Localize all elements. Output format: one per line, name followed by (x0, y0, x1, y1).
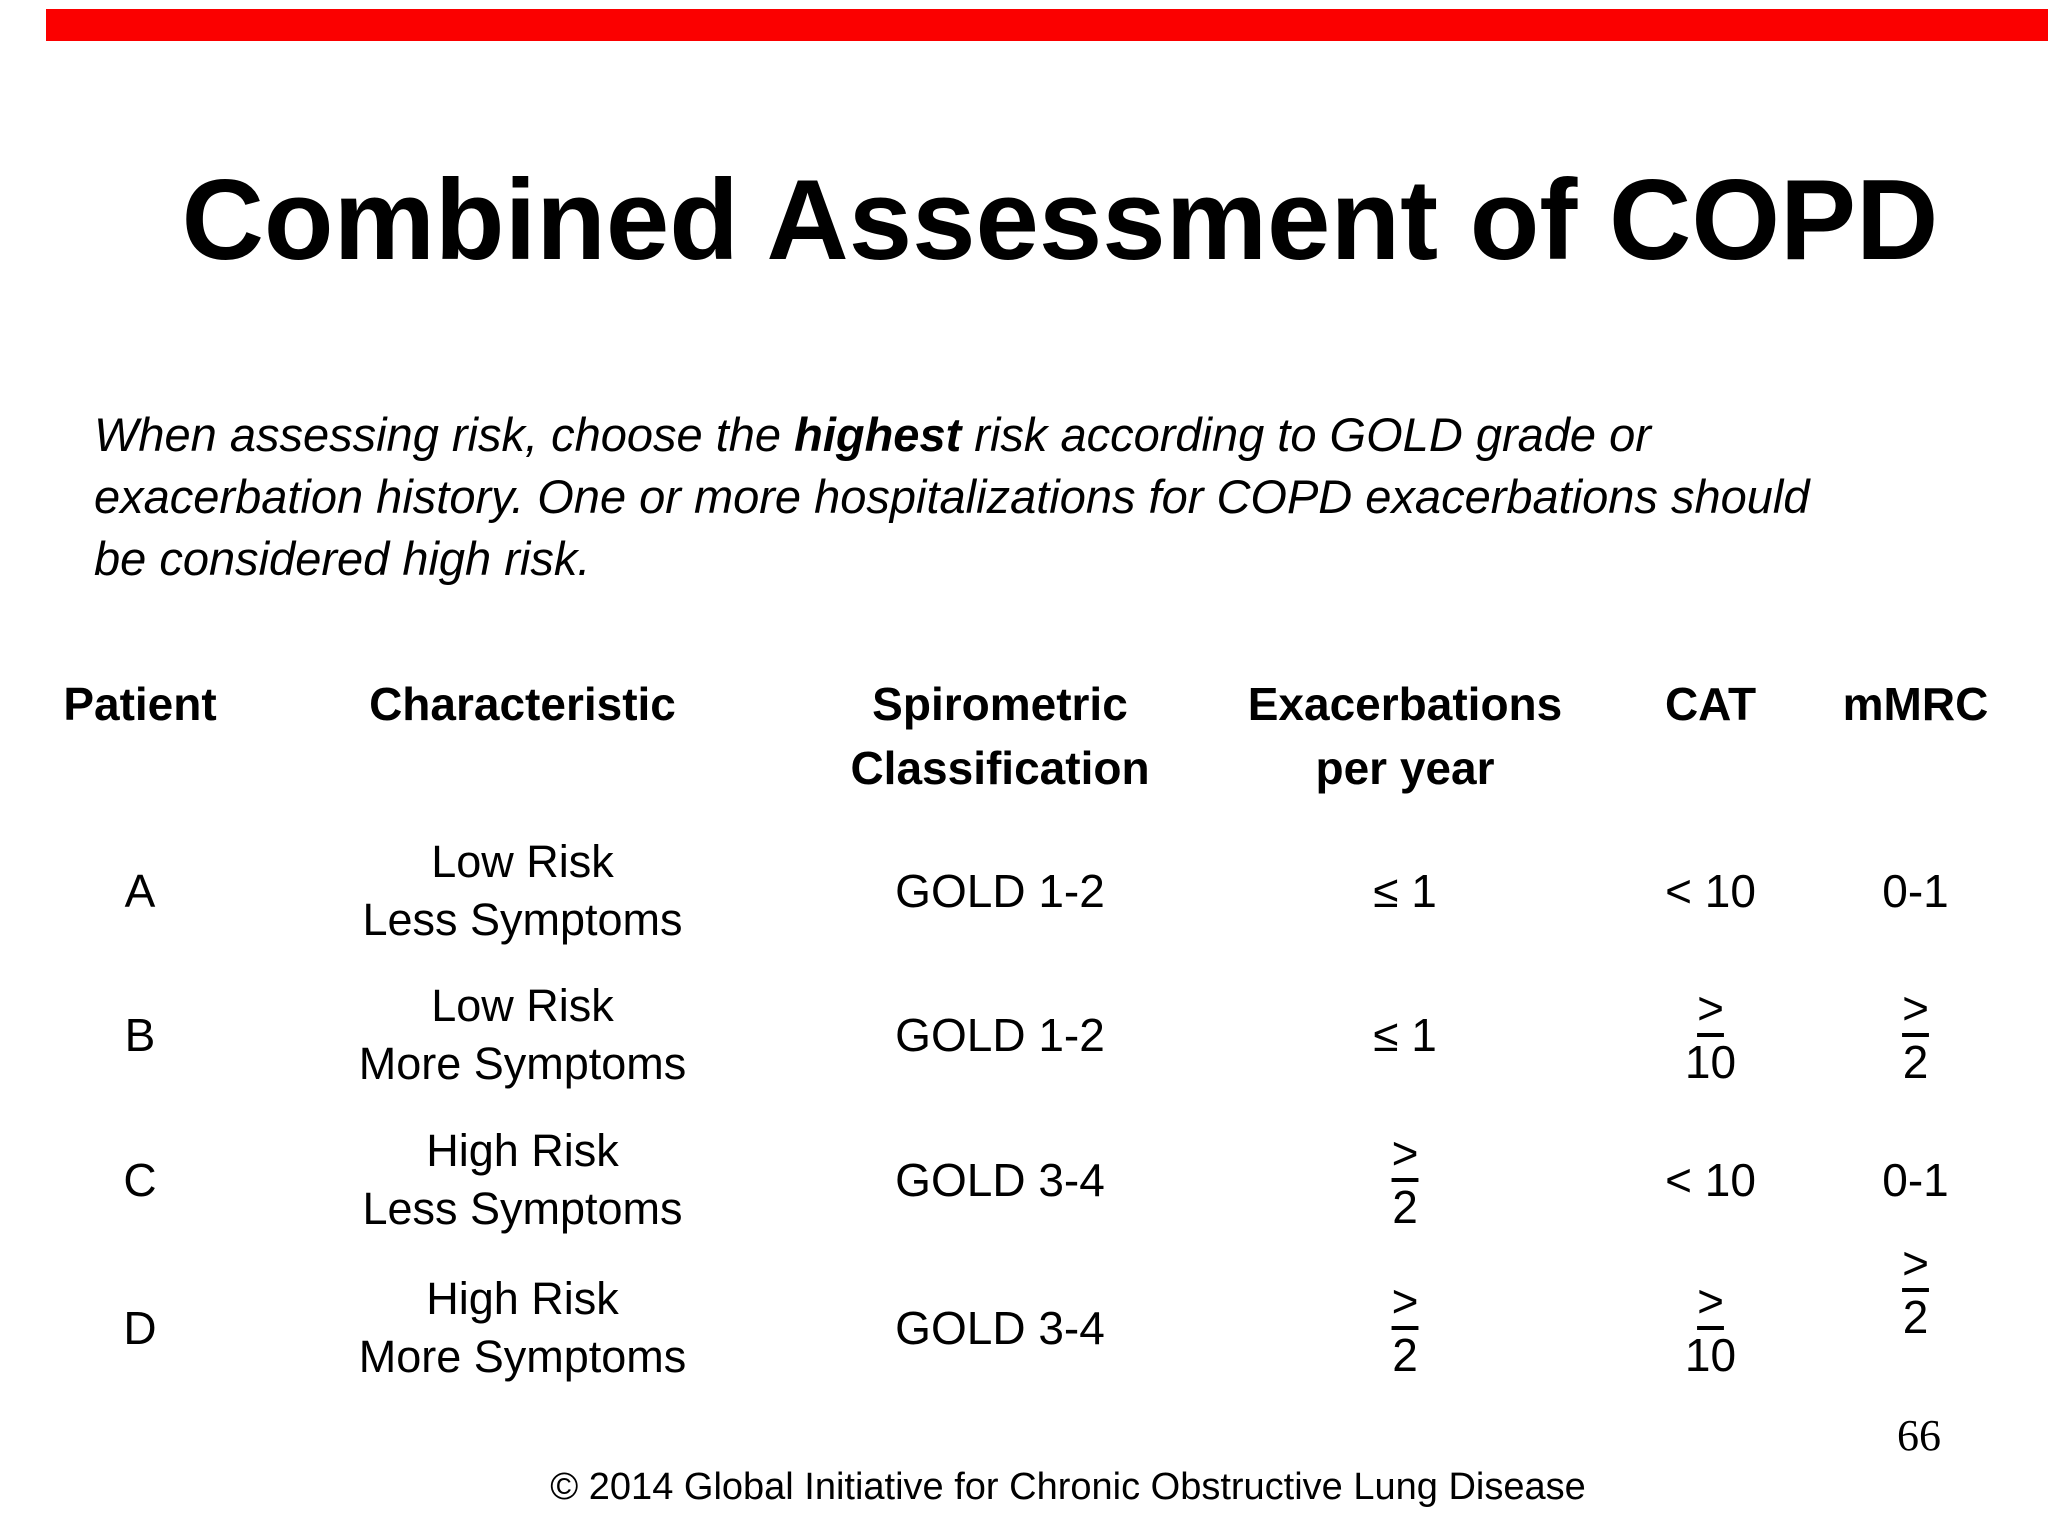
table-header-row: Patient Characteristic Spirometric Class… (0, 672, 2048, 817)
intro-line-3: be considered high risk. (94, 532, 591, 585)
intro-line-2: exacerbation history. One or more hospit… (94, 470, 1810, 523)
table-row-patient-c: C High Risk Less Symptoms GOLD 3-4 > 2 <… (0, 1107, 2048, 1252)
patient-cell: D (123, 1301, 157, 1354)
intro-paragraph: When assessing risk, choose the highest … (94, 404, 2014, 590)
patient-cell: B (124, 1008, 156, 1061)
characteristic-cell: High Risk Less Symptoms (362, 1124, 683, 1234)
header-mmrc: mMRC (1842, 678, 1989, 730)
cat-cell: > 10 (1684, 981, 1737, 1088)
header-spirometric-classification: Spirometric Classification (850, 678, 1150, 794)
intro-bold-word: highest (794, 408, 962, 461)
cat-cell: < 10 (1665, 864, 1756, 917)
header-patient: Patient (63, 678, 217, 730)
mmrc-cell: 0-1 (1882, 1153, 1949, 1206)
mmrc-cell: > 2 (1902, 1236, 1929, 1343)
spirometric-cell: GOLD 1-2 (895, 864, 1105, 917)
patient-cell: A (124, 864, 156, 917)
table-row-patient-a: A Low Risk Less Symptoms GOLD 1-2 ≤ 1 < … (0, 818, 2048, 963)
spirometric-cell: GOLD 3-4 (895, 1301, 1105, 1354)
header-cat: CAT (1664, 678, 1757, 730)
mmrc-cell: 0-1 (1882, 864, 1949, 917)
spirometric-cell: GOLD 3-4 (895, 1153, 1105, 1206)
characteristic-cell: High Risk More Symptoms (358, 1272, 687, 1382)
table-row-patient-d: D High Risk More Symptoms GOLD 3-4 > 2 >… (0, 1237, 2048, 1400)
exacerbations-cell: > 2 (1391, 1274, 1419, 1381)
characteristic-cell: Low Risk Less Symptoms (362, 835, 683, 945)
header-exacerbations-per-year: Exacerbations per year (1247, 678, 1563, 794)
top-accent-bar (46, 9, 2048, 41)
page-number: 66 (1897, 1411, 1941, 1460)
exacerbations-cell: > 2 (1391, 1126, 1419, 1233)
cat-cell: < 10 (1665, 1153, 1756, 1206)
exacerbations-cell: ≤ 1 (1373, 1008, 1437, 1061)
intro-line-1: When assessing risk, choose the highest … (94, 408, 1651, 461)
characteristic-cell: Low Risk More Symptoms (358, 979, 687, 1089)
mmrc-cell: > 2 (1902, 981, 1929, 1088)
table-row-patient-b: B Low Risk More Symptoms GOLD 1-2 ≤ 1 > … (0, 962, 2048, 1107)
patient-cell: C (123, 1153, 157, 1206)
footer-copyright: © 2014 Global Initiative for Chronic Obs… (550, 1466, 1586, 1508)
exacerbations-cell: ≤ 1 (1373, 864, 1437, 917)
cat-cell: > 10 (1684, 1274, 1737, 1381)
header-characteristic: Characteristic (369, 678, 676, 730)
slide-title: Combined Assessment of COPD (181, 157, 1939, 284)
spirometric-cell: GOLD 1-2 (895, 1008, 1105, 1061)
